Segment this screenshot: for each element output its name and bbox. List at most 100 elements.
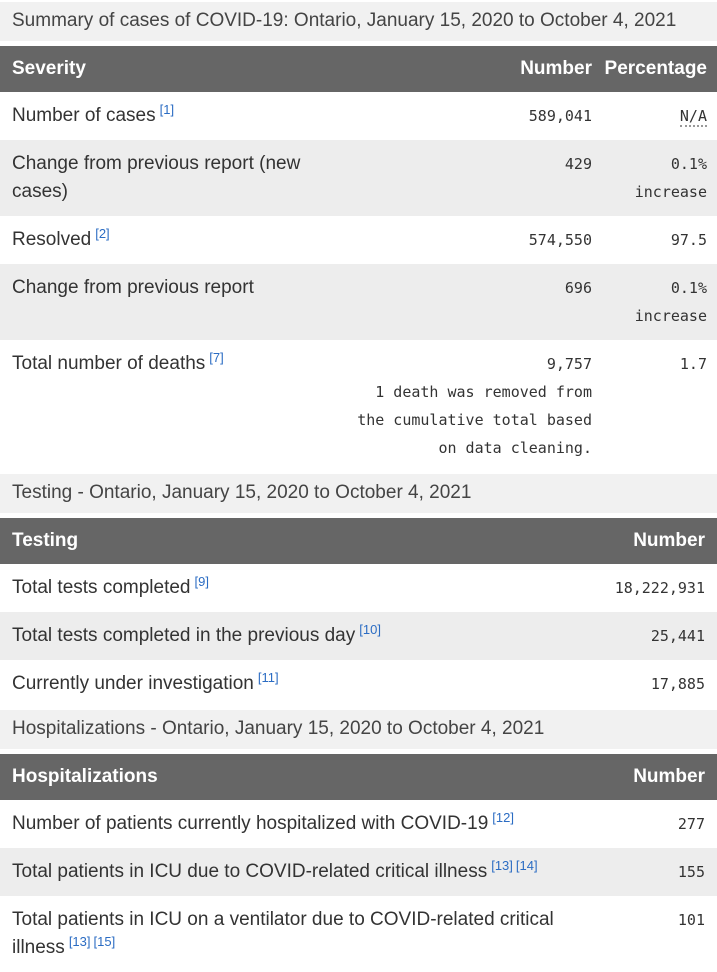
number-note: 1 death was removed from the cumulative … xyxy=(357,383,592,457)
table-caption: Summary of cases of COVID-19: Ontario, J… xyxy=(0,2,717,41)
footnote-sup: [1] xyxy=(160,102,174,117)
row-label-cell: Currently under investigation [11] xyxy=(0,660,582,708)
footnote-link-12[interactable]: [12] xyxy=(492,809,514,825)
table-section-severity: Summary of cases of COVID-19: Ontario, J… xyxy=(0,2,717,472)
not-applicable-abbr[interactable]: N/A xyxy=(679,107,707,127)
row-label: Total patients in ICU due to COVID-relat… xyxy=(12,861,488,882)
table-row-total-tests-completed-in-the-previous-da: Total tests completed in the previous da… xyxy=(0,612,717,660)
column-header-number: Number xyxy=(582,518,717,564)
percentage-cell: 1.7 xyxy=(592,340,717,472)
row-label-cell: Number of patients currently hospitalize… xyxy=(0,800,582,848)
number-cell: 155 xyxy=(582,848,717,896)
footnote-link-2[interactable]: [2] xyxy=(95,225,110,241)
number-value: 589,041 xyxy=(528,107,592,125)
table-row-number-of-cases: Number of cases [1] 589,041 N/A xyxy=(0,92,717,140)
table-row-resolved: Resolved [2] 574,550 97.5 xyxy=(0,216,717,264)
row-label-cell: Change from previous report (new cases) xyxy=(0,140,340,216)
table-row-number-of-patients-currently-hospitalize: Number of patients currently hospitalize… xyxy=(0,800,717,848)
number-value: 574,550 xyxy=(528,231,592,249)
table-caption: Hospitalizations - Ontario, January 15, … xyxy=(0,710,717,749)
row-label: Change from previous report (new cases) xyxy=(12,153,301,202)
table-section-hospitalizations: Hospitalizations - Ontario, January 15, … xyxy=(0,710,717,972)
table-row-change-from-previous-report-new-cases: Change from previous report (new cases) 4… xyxy=(0,140,717,216)
table-row-total-tests-completed: Total tests completed [9] 18,222,931 xyxy=(0,564,717,612)
table-caption: Testing - Ontario, January 15, 2020 to O… xyxy=(0,474,717,513)
footnote-link-15[interactable]: [15] xyxy=(93,933,116,949)
number-cell: 25,441 xyxy=(582,612,717,660)
column-header-number: Number xyxy=(582,754,717,800)
footnote-link-11[interactable]: [11] xyxy=(257,669,279,685)
number-cell: 18,222,931 xyxy=(582,564,717,612)
footnote-sup: [9] xyxy=(194,574,208,589)
row-label-cell: Resolved [2] xyxy=(0,216,340,264)
footnote-sup: [15] xyxy=(94,934,116,949)
header-row: Hospitalizations Number xyxy=(0,754,717,800)
number-cell: 574,550 xyxy=(340,216,592,264)
row-label: Number of cases xyxy=(12,105,156,126)
column-header-percentage: Percentage xyxy=(592,46,717,92)
number-value: 696 xyxy=(564,279,592,297)
data-table-testing: Testing Number Total tests completed [9] 18,… xyxy=(0,518,717,708)
row-label-cell: Total patients in ICU due to COVID-relat… xyxy=(0,848,582,896)
row-label: Currently under investigation xyxy=(12,673,254,694)
number-value: 9,757 xyxy=(546,355,592,373)
number-value: 17,885 xyxy=(650,675,705,693)
footnote-link-13[interactable]: [13] xyxy=(491,857,513,873)
number-value: 25,441 xyxy=(650,627,705,645)
percentage-cell: 0.1% increase xyxy=(592,264,717,340)
data-table-severity: Severity Number Percentage Number of cases [… xyxy=(0,46,717,472)
column-header-testing: Testing xyxy=(0,518,582,564)
row-label: Total tests completed in the previous da… xyxy=(12,625,356,646)
data-table-hospitalizations: Hospitalizations Number Number of patients… xyxy=(0,754,717,972)
footnote-link-13[interactable]: [13] xyxy=(68,933,91,949)
header-row: Severity Number Percentage xyxy=(0,46,717,92)
number-cell: 9,757 1 death was removed from the cumula… xyxy=(340,340,592,472)
percentage-value: 0.1% increase xyxy=(634,155,707,201)
number-cell: 17,885 xyxy=(582,660,717,708)
footnote-sup: [14] xyxy=(516,858,538,873)
footnote-link-10[interactable]: [10] xyxy=(359,621,381,637)
footnote-sup: [2] xyxy=(95,226,109,241)
footnote-link-1[interactable]: [1] xyxy=(159,101,175,117)
row-label-cell: Total tests completed in the previous da… xyxy=(0,612,582,660)
column-header-severity: Severity xyxy=(0,46,340,92)
number-cell: 589,041 xyxy=(340,92,592,140)
row-label: Change from previous report xyxy=(12,277,254,298)
footnote-sup: [12] xyxy=(492,810,514,825)
row-label: Number of patients currently hospitalize… xyxy=(12,813,489,834)
row-label-cell: Number of cases [1] xyxy=(0,92,340,140)
footnote-link-14[interactable]: [14] xyxy=(515,857,538,873)
number-cell: 101 xyxy=(582,896,717,972)
column-header-hospitalizations: Hospitalizations xyxy=(0,754,582,800)
row-label-cell: Total number of deaths [7] xyxy=(0,340,340,472)
row-label: Resolved xyxy=(12,229,92,250)
header-row: Testing Number xyxy=(0,518,717,564)
column-header-number: Number xyxy=(340,46,592,92)
table-row-total-patients-in-icu-on-a-ventilator-du: Total patients in ICU on a ventilator du… xyxy=(0,896,717,972)
row-label-cell: Total tests completed [9] xyxy=(0,564,582,612)
percentage-cell: 97.5 xyxy=(592,216,717,264)
footnote-sup: [13] xyxy=(491,858,513,873)
number-value: 429 xyxy=(564,155,592,173)
number-value: 18,222,931 xyxy=(614,579,705,597)
number-cell: 277 xyxy=(582,800,717,848)
footnote-sup: [13] xyxy=(69,934,91,949)
footnote-sup: [10] xyxy=(359,622,381,637)
percentage-value: 1.7 xyxy=(679,355,707,373)
percentage-cell: N/A xyxy=(592,92,717,140)
footnote-sup: [11] xyxy=(258,670,279,685)
number-cell: 429 xyxy=(340,140,592,216)
row-label: Total tests completed xyxy=(12,577,191,598)
row-label-cell: Total patients in ICU on a ventilator du… xyxy=(0,896,582,972)
table-section-testing: Testing - Ontario, January 15, 2020 to O… xyxy=(0,474,717,708)
number-value: 155 xyxy=(677,863,705,881)
number-value: 101 xyxy=(677,911,705,929)
row-label: Total number of deaths xyxy=(12,353,206,374)
table-row-total-patients-in-icu-due-to-covid-relat: Total patients in ICU due to COVID-relat… xyxy=(0,848,717,896)
table-row-currently-under-investigation: Currently under investigation [11] 17,885 xyxy=(0,660,717,708)
footnote-sup: [7] xyxy=(209,350,223,365)
number-cell: 696 xyxy=(340,264,592,340)
footnote-link-7[interactable]: [7] xyxy=(209,349,224,365)
footnote-link-9[interactable]: [9] xyxy=(194,573,209,589)
